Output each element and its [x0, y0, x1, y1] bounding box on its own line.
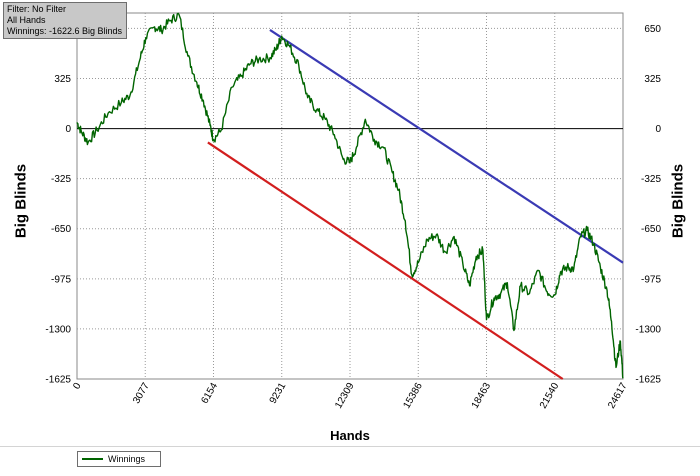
y-tick-label-left: 0 — [65, 124, 71, 135]
legend-label-winnings: Winnings — [108, 454, 146, 464]
y-tick-label-left: -975 — [51, 274, 71, 285]
trend-lines-layer — [207, 29, 624, 380]
y-tick-label-right: 0 — [655, 124, 661, 135]
x-tick-label: 24617 — [606, 381, 630, 411]
y-tick-label-right: -975 — [641, 274, 661, 285]
filter-info-box: Filter: No Filter All Hands Winnings: -1… — [3, 2, 128, 39]
y-tick-labels-right: 650 325 0 -325 -650 -975 -1300 -1625 — [635, 24, 661, 386]
x-tick-label: 18463 — [470, 381, 494, 411]
x-tick-label: 21540 — [538, 381, 562, 411]
lower-trend-line — [207, 141, 564, 380]
legend-divider — [0, 446, 700, 447]
y-tick-label-right: -1300 — [635, 324, 661, 335]
y-tick-label-left: -1300 — [45, 324, 71, 335]
y-tick-label-right: 325 — [644, 74, 661, 85]
y-tick-label-left: 325 — [54, 74, 71, 85]
y-tick-label-left: -1625 — [45, 375, 71, 386]
y-axis-label-right: Big Blinds — [669, 163, 687, 239]
y-tick-label-left: -650 — [51, 224, 71, 235]
x-tick-label: 6154 — [199, 381, 220, 406]
y-tick-label-right: -650 — [641, 224, 661, 235]
upper-trend-line — [269, 29, 624, 264]
x-tick-label: 9231 — [268, 381, 289, 406]
y-tick-label-right: -325 — [641, 174, 661, 185]
x-tick-label: 3077 — [131, 381, 152, 406]
hands-line: All Hands — [7, 15, 46, 25]
y-tick-label-left: -325 — [51, 174, 71, 185]
x-tick-label: 15386 — [401, 381, 425, 411]
grid-layer — [77, 13, 623, 379]
series-line-winnings — [76, 12, 624, 379]
y-tick-label-right: -1625 — [635, 375, 661, 386]
x-tick-label: 0 — [71, 381, 84, 392]
x-axis-label: Hands — [330, 428, 370, 443]
filter-line: Filter: No Filter — [7, 4, 67, 14]
y-tick-label-right: 650 — [644, 24, 661, 35]
winnings-line: Winnings: -1622.6 Big Blinds — [7, 26, 123, 36]
legend: Winnings — [77, 451, 161, 467]
series-layer — [76, 12, 624, 379]
legend-swatch-winnings — [82, 458, 103, 460]
x-tick-label: 12309 — [333, 381, 357, 411]
y-axis-label-left: Big Blinds — [12, 163, 30, 239]
x-tick-labels: 0 3077 6154 9231 12309 15386 18463 21540 24617 — [71, 381, 630, 411]
